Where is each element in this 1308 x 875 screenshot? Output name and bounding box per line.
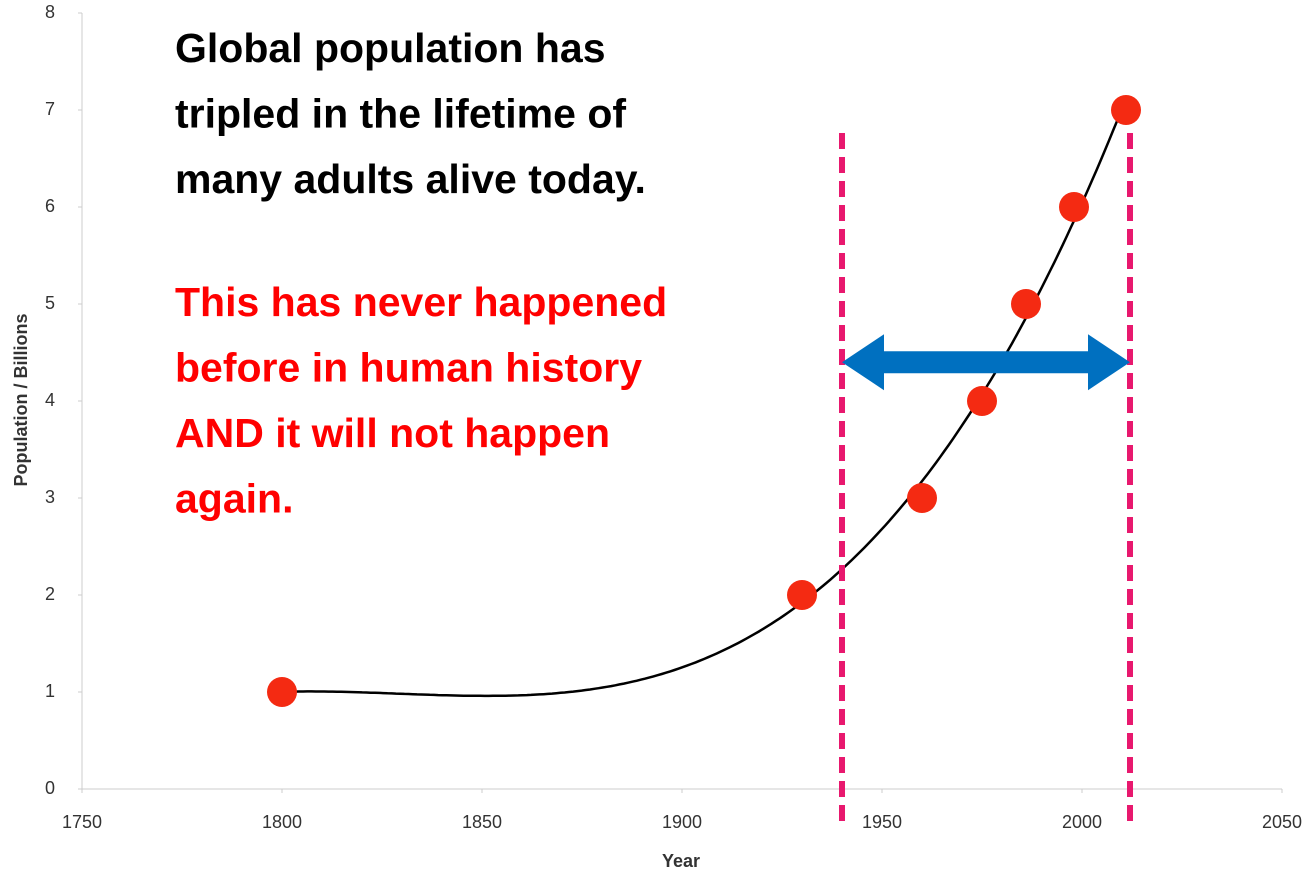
annotation-line: before in human history (175, 344, 642, 390)
x-tick-label: 1800 (262, 812, 302, 832)
x-tick-label: 1900 (662, 812, 702, 832)
y-tick-label: 7 (45, 99, 55, 119)
data-point (1011, 289, 1041, 319)
data-point (907, 483, 937, 513)
annotation-line: again. (175, 475, 293, 521)
data-point (1059, 192, 1089, 222)
y-tick-label: 8 (45, 2, 55, 22)
annotation-line: tripled in the lifetime of (175, 90, 626, 136)
annotation-line: many adults alive today. (175, 156, 646, 202)
annotation-line: Global population has (175, 25, 606, 71)
y-tick-label: 6 (45, 196, 55, 216)
x-tick-label: 2050 (1262, 812, 1302, 832)
x-tick-label: 1750 (62, 812, 102, 832)
y-tick-label: 2 (45, 584, 55, 604)
y-tick-label: 4 (45, 390, 55, 410)
y-tick-label: 3 (45, 487, 55, 507)
annotation-line: AND it will not happen (175, 410, 610, 456)
data-point (1111, 95, 1141, 125)
data-point (967, 386, 997, 416)
y-axis-label: Population / Billions (11, 314, 31, 487)
x-tick-label: 1950 (862, 812, 902, 832)
annotation-line: This has never happened (175, 279, 667, 325)
x-tick-label: 2000 (1062, 812, 1102, 832)
double-arrow (842, 334, 1130, 391)
data-point (267, 677, 297, 707)
x-tick-label: 1850 (462, 812, 502, 832)
y-tick-label: 1 (45, 681, 55, 701)
y-tick-label: 5 (45, 293, 55, 313)
y-tick-label: 0 (45, 778, 55, 798)
data-point (787, 580, 817, 610)
x-axis-label: Year (662, 851, 700, 871)
